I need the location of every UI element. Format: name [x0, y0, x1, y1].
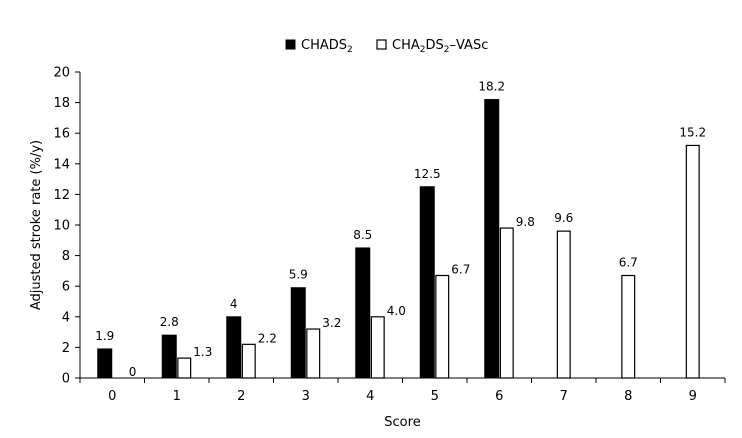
- y-axis-ticks: 0 2 4 6 8 10 12 14 16 18 20: [53, 66, 80, 387]
- x-tick-label: 6: [495, 389, 503, 404]
- legend-label-cha2ds2-vasc: CHA2DS2–VASc: [392, 38, 488, 55]
- legend: CHADS2 CHA2DS2–VASc: [285, 38, 488, 55]
- bars: [97, 99, 700, 379]
- y-tick-label: 18: [53, 96, 70, 111]
- bar-chads2: [484, 99, 500, 379]
- bar-cha2ds2-vasc: [685, 144, 700, 379]
- y-tick-label: 2: [62, 341, 70, 356]
- bar-cha2ds2-vasc: [306, 328, 321, 379]
- y-tick-label: 6: [62, 280, 70, 295]
- data-label-cha2ds2-vasc: 0: [129, 365, 137, 379]
- data-label-cha2ds2-vasc: 6.7: [451, 262, 470, 276]
- y-tick-label: 14: [53, 157, 70, 172]
- x-axis-ticks: 0 1 2 3 4 5 6 7 8 9: [79, 378, 726, 404]
- bar-cha2ds2-vasc: [621, 274, 636, 379]
- bar-chads2: [419, 186, 435, 379]
- data-label-chads2: 5.9: [289, 268, 308, 282]
- x-tick-label: 5: [431, 389, 439, 404]
- bar-chads2: [290, 287, 306, 379]
- data-label-cha2ds2-vasc: 2.2: [258, 331, 277, 345]
- bar-chads2: [226, 316, 242, 379]
- x-axis-title: Score: [384, 415, 420, 430]
- data-label-cha2ds2-vasc: 4.0: [387, 304, 406, 318]
- bar-cha2ds2-vasc: [556, 230, 571, 379]
- data-label-cha2ds2-vasc: 15.2: [679, 125, 706, 139]
- data-label-cha2ds2-vasc: 3.2: [322, 316, 341, 330]
- bar-cha2ds2-vasc: [177, 357, 192, 379]
- x-tick-label: 1: [173, 389, 181, 404]
- data-label-cha2ds2-vasc: 9.6: [554, 211, 573, 225]
- data-labels: 1.9 0 2.8 1.3 4 2.2 5.9 3.2 8.5 4.0 12.5 6.7 18.2 9.8…: [95, 80, 706, 379]
- data-label-chads2: 8.5: [353, 228, 372, 242]
- x-tick-label: 3: [302, 389, 310, 404]
- y-tick-label: 8: [62, 249, 70, 264]
- data-label-chads2: 1.9: [95, 329, 114, 343]
- y-tick-label: 20: [53, 66, 70, 81]
- x-tick-label: 8: [624, 389, 632, 404]
- bar-cha2ds2-vasc: [370, 316, 385, 379]
- data-label-chads2: 18.2: [478, 80, 505, 94]
- legend-swatch-cha2ds2-vasc: [376, 39, 387, 50]
- data-label-cha2ds2-vasc: 1.3: [193, 345, 212, 359]
- bar-cha2ds2-vasc: [499, 227, 514, 379]
- data-label-chads2: 4: [230, 297, 238, 311]
- bar-cha2ds2-vasc: [435, 274, 450, 379]
- y-tick-label: 4: [62, 310, 70, 325]
- legend-swatch-chads2: [285, 39, 296, 50]
- data-label-cha2ds2-vasc: 6.7: [619, 255, 638, 269]
- bar-chads2: [97, 348, 113, 379]
- data-label-chads2: 2.8: [160, 315, 179, 329]
- x-tick-label: 2: [237, 389, 245, 404]
- x-tick-label: 4: [366, 389, 374, 404]
- y-tick-label: 16: [53, 127, 70, 142]
- x-tick-label: 9: [689, 389, 697, 404]
- x-tick-label: 0: [108, 389, 116, 404]
- y-tick-label: 10: [53, 219, 70, 234]
- x-tick-label: 7: [560, 389, 568, 404]
- data-label-chads2: 12.5: [414, 167, 441, 181]
- y-axis-title: Adjusted stroke rate (%/y): [29, 140, 44, 310]
- bar-chads2: [355, 247, 371, 379]
- data-label-cha2ds2-vasc: 9.8: [516, 215, 535, 229]
- legend-label-chads2: CHADS2: [301, 38, 353, 55]
- y-tick-label: 12: [53, 188, 70, 203]
- bar-chads2: [161, 334, 177, 379]
- y-tick-label: 0: [62, 372, 70, 387]
- bar-cha2ds2-vasc: [241, 343, 256, 379]
